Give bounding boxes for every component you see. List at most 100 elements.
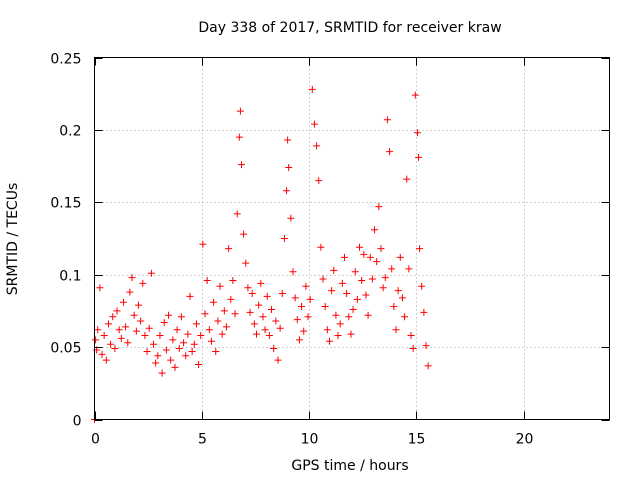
data-point [308, 85, 316, 93]
data-point [227, 295, 235, 303]
data-point [334, 332, 342, 340]
data-point [237, 161, 245, 169]
data-point [98, 350, 106, 358]
grid [94, 57, 610, 420]
data-point [233, 210, 241, 218]
data-point [396, 253, 404, 261]
data-point [145, 324, 153, 332]
data-point [347, 330, 355, 338]
data-point [401, 313, 409, 321]
data-point [235, 133, 243, 141]
data-point [195, 360, 203, 368]
data-point [379, 284, 387, 292]
data-point [190, 340, 198, 348]
data-point [336, 320, 344, 328]
data-point [132, 327, 140, 335]
x-tick-label: 5 [198, 432, 207, 448]
data-point [240, 230, 248, 238]
data-point [343, 290, 351, 298]
data-point [115, 326, 123, 334]
data-point [100, 332, 108, 340]
data-point [274, 356, 282, 364]
data-point [381, 274, 389, 282]
data-point [364, 311, 372, 319]
data-point [255, 301, 263, 309]
data-point [188, 347, 196, 355]
data-point [300, 327, 308, 335]
data-point [222, 323, 230, 331]
data-point [156, 332, 164, 340]
data-point [107, 340, 115, 348]
data-point [169, 336, 177, 344]
data-point [371, 226, 379, 234]
data-point [225, 245, 233, 253]
data-point [253, 330, 261, 338]
y-tick-label: 0.05 [50, 341, 81, 357]
data-point [265, 332, 273, 340]
data-point [289, 268, 297, 276]
data-point [167, 356, 175, 364]
data-point [242, 259, 250, 267]
data-point [141, 332, 149, 340]
data-point [152, 359, 160, 367]
data-point [139, 279, 147, 287]
data-point [147, 269, 155, 277]
data-point [278, 290, 286, 298]
data-point [319, 275, 327, 283]
data-point [317, 243, 325, 251]
data-point [257, 279, 265, 287]
data-point [130, 311, 138, 319]
data-point [124, 339, 132, 347]
data-point [293, 316, 301, 324]
data-point [418, 282, 426, 290]
data-point [386, 148, 394, 156]
x-tick-label: 0 [91, 432, 100, 448]
data-point [104, 320, 112, 328]
data-point [360, 250, 368, 258]
data-point [162, 346, 170, 354]
axis-ticks: 0 0.05 0.1 0.15 0.2 0.25 0 5 10 15 20 [50, 52, 610, 448]
data-point [244, 284, 252, 292]
data-point [216, 282, 224, 290]
data-point [377, 245, 385, 253]
data-point [415, 153, 423, 161]
data-point [229, 276, 237, 284]
data-point [182, 352, 190, 360]
data-point [203, 276, 211, 284]
data-point [325, 337, 333, 345]
y-tick-label: 0 [73, 414, 82, 430]
data-point [405, 265, 413, 273]
data-point [210, 298, 218, 306]
y-axis-label: SRMTID / TECUs [5, 183, 21, 296]
data-point [422, 342, 430, 350]
data-point [356, 243, 364, 251]
data-point [394, 287, 402, 295]
data-point [250, 320, 258, 328]
data-point [330, 266, 338, 274]
data-point [409, 345, 417, 353]
data-point [375, 203, 383, 211]
data-point [323, 326, 331, 334]
data-point [96, 284, 104, 292]
data-point [246, 308, 254, 316]
data-point [388, 265, 396, 273]
data-point [119, 298, 127, 306]
x-tick-label: 15 [408, 432, 426, 448]
x-tick-label: 10 [301, 432, 319, 448]
data-point [154, 352, 162, 360]
data-point [304, 313, 312, 321]
data-point [94, 326, 102, 334]
data-point [373, 258, 381, 266]
data-point [268, 305, 276, 313]
data-point [109, 313, 117, 321]
data-point [310, 120, 318, 128]
data-point [283, 187, 291, 195]
data-point [351, 268, 359, 276]
y-tick-label: 0.1 [59, 269, 81, 285]
data-point [345, 313, 353, 321]
data-point [186, 292, 194, 300]
data-point [122, 323, 130, 331]
data-point [207, 337, 215, 345]
data-point [175, 345, 183, 353]
